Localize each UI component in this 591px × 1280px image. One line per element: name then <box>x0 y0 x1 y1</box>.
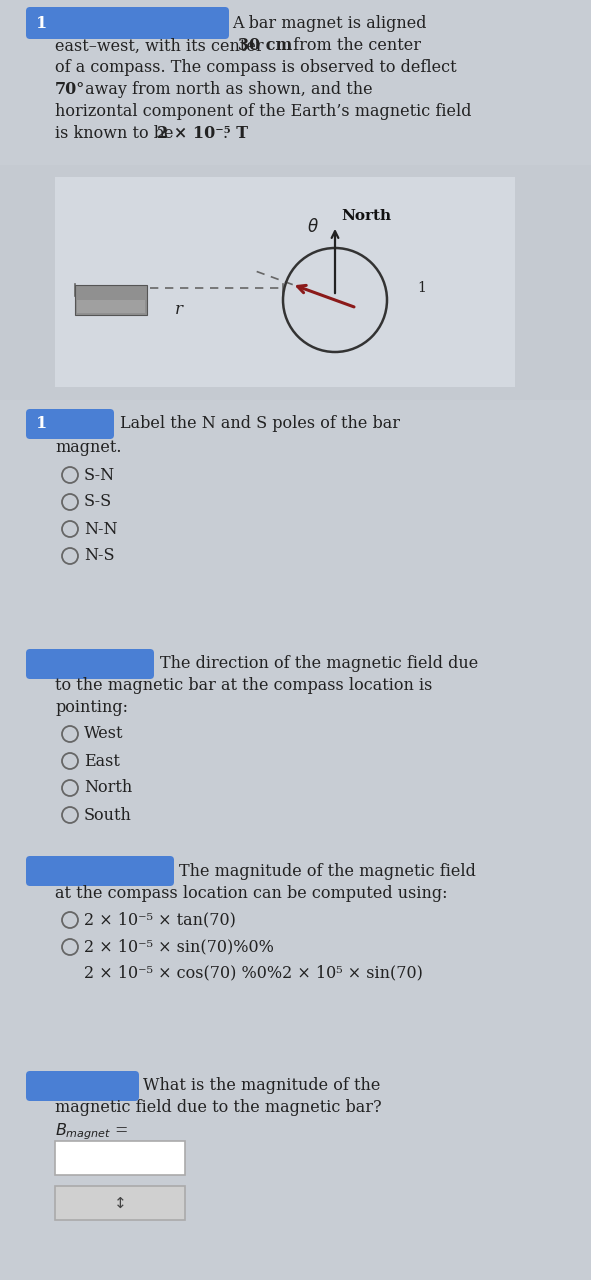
Text: 2 × 10⁻⁵ × cos(70) %0%2 × 10⁵ × sin(70): 2 × 10⁻⁵ × cos(70) %0%2 × 10⁵ × sin(70) <box>84 965 423 982</box>
Text: of a compass. The compass is observed to deflect: of a compass. The compass is observed to… <box>55 59 457 77</box>
Text: A bar magnet is aligned: A bar magnet is aligned <box>232 14 427 32</box>
Text: $B_{magnet}$ =: $B_{magnet}$ = <box>55 1121 128 1142</box>
Bar <box>0 1065 591 1280</box>
FancyBboxPatch shape <box>26 1071 139 1101</box>
Text: .: . <box>222 125 227 142</box>
Text: $\theta$: $\theta$ <box>307 218 319 236</box>
Text: South: South <box>84 806 132 823</box>
Text: magnet.: magnet. <box>55 439 122 456</box>
Bar <box>55 1140 185 1175</box>
Text: pointing:: pointing: <box>55 699 128 717</box>
Text: 2 × 10⁻⁵ × sin(70)%0%: 2 × 10⁻⁵ × sin(70)%0% <box>84 938 274 955</box>
Text: What is the magnitude of the: What is the magnitude of the <box>143 1078 381 1094</box>
Bar <box>0 165 591 399</box>
FancyBboxPatch shape <box>26 856 174 886</box>
Text: east–west, with its center: east–west, with its center <box>55 37 269 55</box>
FancyBboxPatch shape <box>26 6 229 38</box>
Text: magnetic field due to the magnetic bar?: magnetic field due to the magnetic bar? <box>55 1100 382 1116</box>
Text: to the magnetic bar at the compass location is: to the magnetic bar at the compass locat… <box>55 677 433 695</box>
Text: S-S: S-S <box>84 494 112 511</box>
Text: r: r <box>175 302 183 319</box>
Text: is known to be: is known to be <box>55 125 178 142</box>
Text: at the compass location can be computed using:: at the compass location can be computed … <box>55 884 447 901</box>
Bar <box>75 285 147 315</box>
Text: North: North <box>341 209 391 223</box>
Text: 70°: 70° <box>55 82 85 99</box>
Text: The direction of the magnetic field due: The direction of the magnetic field due <box>160 655 478 672</box>
Text: away from north as shown, and the: away from north as shown, and the <box>80 82 372 99</box>
Text: horizontal component of the Earth’s magnetic field: horizontal component of the Earth’s magn… <box>55 104 472 120</box>
Text: N-S: N-S <box>84 548 115 564</box>
Bar <box>0 399 591 640</box>
Bar <box>77 300 145 314</box>
Text: 2 × 10⁻⁵ T: 2 × 10⁻⁵ T <box>157 125 248 142</box>
Text: 1: 1 <box>36 416 47 433</box>
FancyBboxPatch shape <box>26 410 114 439</box>
Text: N-N: N-N <box>84 521 118 538</box>
Bar <box>0 0 591 165</box>
Text: ↕: ↕ <box>113 1196 126 1211</box>
Text: The magnitude of the magnetic field: The magnitude of the magnetic field <box>179 863 476 879</box>
Bar <box>55 177 515 387</box>
Text: 30 cm: 30 cm <box>238 37 293 55</box>
Text: from the center: from the center <box>288 37 421 55</box>
Text: 2 × 10⁻⁵ × tan(70): 2 × 10⁻⁵ × tan(70) <box>84 911 236 928</box>
Bar <box>55 1187 185 1220</box>
Text: 1: 1 <box>417 282 426 294</box>
Text: 1: 1 <box>36 14 47 32</box>
FancyBboxPatch shape <box>26 649 154 678</box>
Text: West: West <box>84 726 124 742</box>
Bar <box>0 850 591 1065</box>
Text: S-N: S-N <box>84 466 115 484</box>
Bar <box>0 640 591 850</box>
Text: East: East <box>84 753 120 769</box>
Text: Label the N and S poles of the bar: Label the N and S poles of the bar <box>120 416 400 433</box>
Text: North: North <box>84 780 132 796</box>
